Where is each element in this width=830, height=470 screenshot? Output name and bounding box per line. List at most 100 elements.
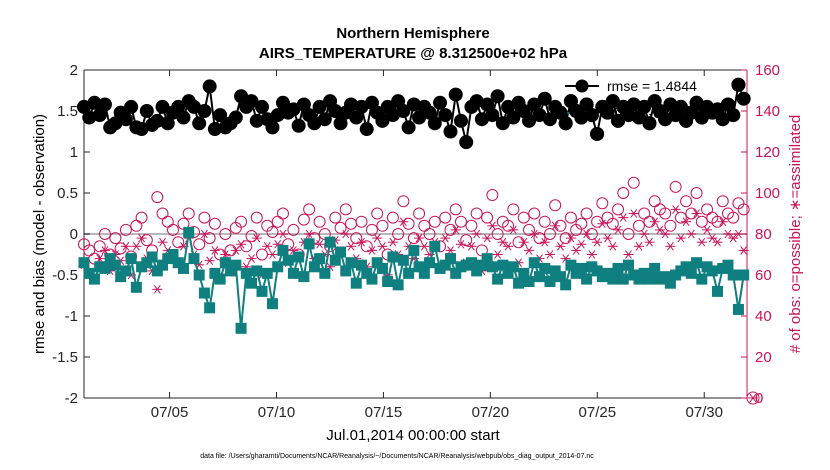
possible-obs-marker [716,195,729,208]
bias-marker [617,273,629,285]
assimilated-obs-marker [236,239,247,249]
assimilated-obs-marker [262,242,273,251]
assimilated-obs-marker [686,229,697,239]
possible-obs-marker [659,207,672,220]
rmse-marker [291,118,306,133]
bias-marker [177,262,189,274]
assimilated-stroke [588,250,596,259]
assimilated-obs-marker [440,233,451,243]
bias-marker [298,271,310,283]
legend-label: rmse = 1.4844 [607,78,697,94]
possible-obs-marker [538,215,551,228]
x-tick-label: 07/30 [685,404,723,421]
possible-obs-marker [371,207,384,220]
possible-obs-marker [632,219,645,232]
assimilated-stroke [562,254,570,263]
bias-marker [418,267,430,279]
assimilated-stroke [729,233,737,243]
rmse-marker [736,91,751,106]
possible-obs-marker [617,187,630,199]
assimilated-obs-marker [712,237,723,247]
possible-obs-marker [386,211,399,224]
x-tick-label: 07/05 [151,404,189,421]
assimilated-obs-marker [356,237,367,247]
assimilated-stroke [557,242,564,251]
assimilated-obs-marker [524,246,535,255]
y-tick-label-left: 0 [70,226,78,243]
possible-obs-marker [140,234,153,247]
assimilated-obs-marker [398,217,409,226]
assimilated-stroke [693,209,700,218]
possible-obs-marker [250,211,263,224]
possible-obs-marker [596,197,609,210]
possible-obs-marker [276,207,289,220]
assimilated-obs-marker [728,233,739,243]
assimilated-stroke [703,225,711,235]
assimilated-obs-marker [131,242,142,251]
assimilated-stroke [290,246,297,255]
assimilated-stroke [719,217,727,226]
assimilated-obs-marker [597,219,608,229]
bias-marker [251,265,263,277]
assimilated-stroke [630,209,638,218]
rmse-marker [459,135,474,150]
rmse-marker-overlay [584,108,599,123]
possible-obs-marker [151,191,164,204]
assimilated-stroke [248,254,255,263]
assimilated-stroke [101,246,109,255]
possible-obs-marker [334,221,347,234]
bias-marker [429,240,441,252]
possible-obs-marker [695,215,708,228]
bias-marker [486,261,498,273]
assimilated-stroke [441,233,449,243]
assimilated-obs-marker [529,229,540,239]
bias-marker [408,244,420,256]
assimilated-obs-marker [665,242,676,251]
bias-marker [712,285,724,297]
rmse-marker [506,110,521,125]
assimilated-stroke [651,217,659,226]
bias-marker [125,253,137,265]
assimilated-obs-marker [487,221,498,231]
assimilated-obs-marker [707,233,718,243]
bias-marker [235,322,247,334]
y-tick-label-left: -0.5 [52,267,78,284]
assimilated-stroke [269,250,276,259]
assimilated-stroke [426,250,433,259]
possible-obs-marker [737,203,750,216]
x-axis-label: Jul.01,2014 00:00:00 start [326,427,500,444]
assimilated-obs-marker [618,213,629,222]
possible-obs-marker [622,228,635,240]
assimilated-obs-marker [314,239,325,249]
assimilated-obs-marker [471,229,482,239]
bias-marker [513,277,525,289]
rmse-marker-overlay [642,116,657,131]
y-tick-label-left: -2 [65,390,78,407]
possible-obs-marker [297,213,310,226]
assimilated-obs-marker [450,225,461,235]
bias-marker [319,267,331,279]
possible-obs-marker [727,211,740,224]
possible-obs-marker [423,228,436,240]
bias-marker [193,269,205,281]
assimilated-obs-marker [277,229,288,239]
assimilated-obs-marker [613,225,624,235]
assimilated-obs-marker [633,242,644,251]
assimilated-obs-marker [209,246,220,255]
assimilated-stroke [614,225,622,235]
possible-obs-marker [580,207,593,220]
assimilated-stroke [368,246,376,255]
assimilated-stroke [305,229,313,239]
rmse-marker [97,97,112,112]
assimilated-stroke [452,225,460,235]
possible-obs-marker [402,217,415,230]
bias-marker [623,259,635,271]
possible-obs-marker [350,232,363,245]
assimilated-obs-marker [482,233,493,243]
assimilated-stroke [263,242,271,251]
possible-obs-marker [680,195,693,208]
assimilated-obs-marker [623,250,634,259]
possible-obs-marker [240,240,253,253]
possible-obs-marker [167,223,180,236]
bias-marker [575,262,587,274]
